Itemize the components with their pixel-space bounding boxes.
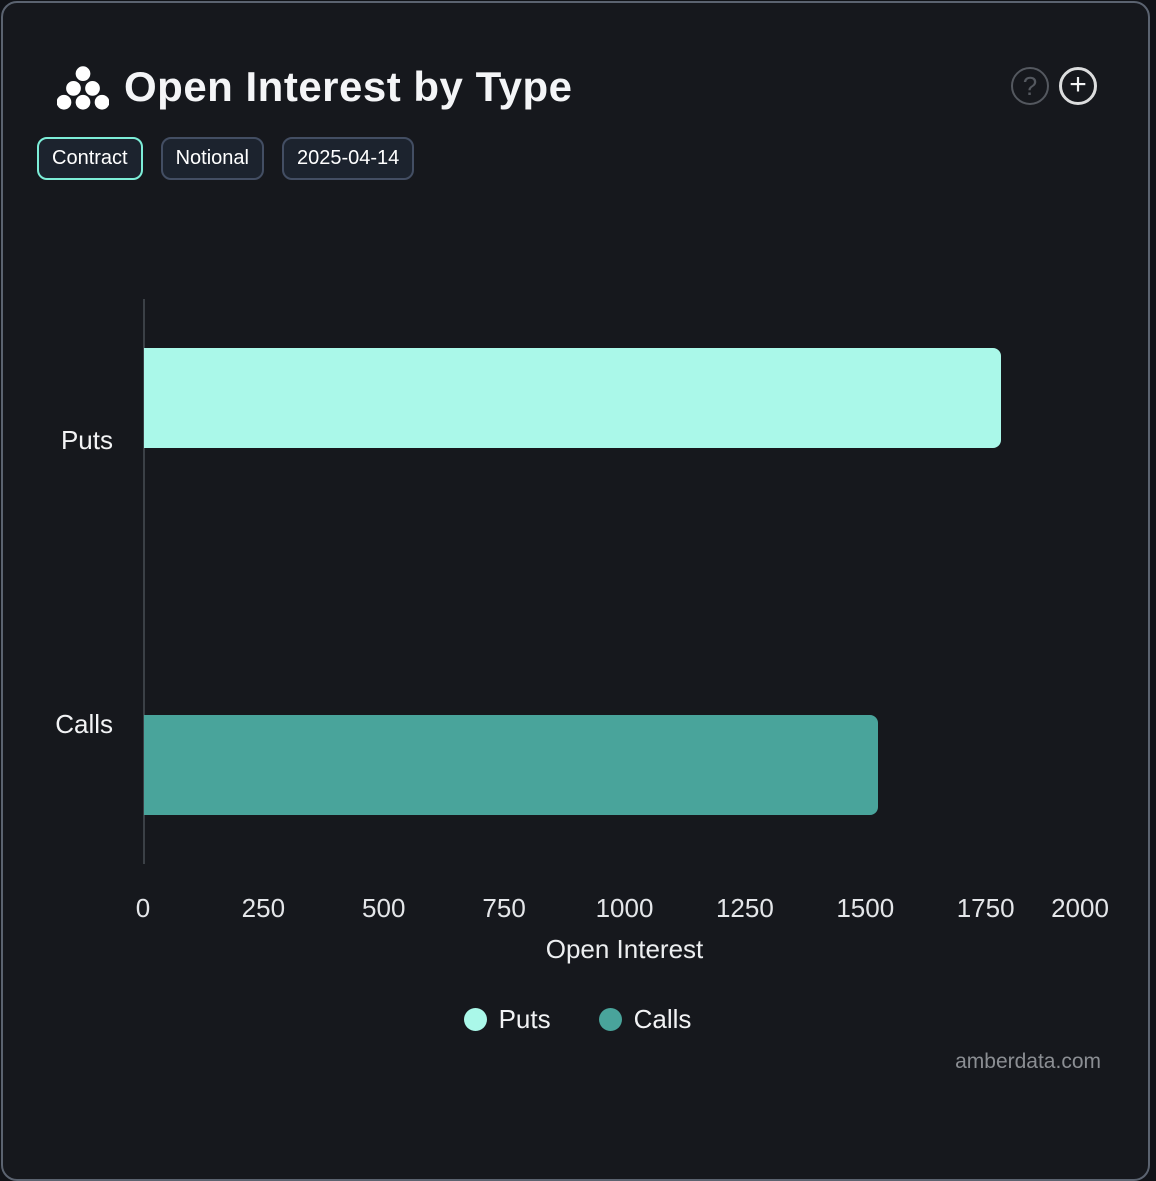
page-title: Open Interest by Type (124, 63, 573, 110)
contract-toggle-button[interactable]: Contract (37, 137, 143, 180)
add-button[interactable]: + (1059, 67, 1097, 105)
legend-item-puts[interactable]: Puts (463, 1003, 551, 1035)
x-tick-label: 2000 (1051, 893, 1109, 923)
chart-legend: Puts Calls (3, 1003, 1152, 1035)
legend-label-calls: Calls (633, 1004, 692, 1034)
toolbar: Contract Notional 2025-04-14 (37, 137, 415, 180)
x-tick-label: 250 (241, 893, 286, 923)
legend-item-calls[interactable]: Calls (598, 1003, 692, 1035)
legend-dot-calls (598, 1007, 622, 1031)
watermark: amberdata.com (955, 1050, 1101, 1073)
amberdata-logo-icon (57, 66, 109, 110)
legend-dot-puts (463, 1007, 487, 1031)
x-tick-label: 500 (362, 893, 406, 923)
x-axis-ticks: 0 250 500 750 1000 1250 1500 1750 2000 (3, 893, 1148, 925)
question-mark-icon: ? (1022, 71, 1038, 101)
date-picker-button[interactable]: 2025-04-14 (281, 137, 415, 180)
x-tick-label: 1750 (956, 893, 1015, 923)
x-tick-label: 0 (135, 893, 151, 923)
category-label-puts: Puts (60, 425, 113, 455)
x-tick-label: 1000 (595, 893, 654, 923)
help-button[interactable]: ? (1011, 67, 1049, 105)
category-label-calls: Calls (55, 709, 113, 739)
x-axis-title: Open Interest (545, 934, 704, 964)
x-tick-label: 750 (482, 893, 526, 923)
legend-label-puts: Puts (498, 1004, 551, 1034)
bar-puts[interactable] (144, 348, 1002, 448)
x-tick-label: 1500 (836, 893, 895, 923)
bar-calls[interactable] (144, 715, 879, 815)
x-tick-label: 1250 (715, 893, 774, 923)
plus-icon: + (1069, 68, 1087, 101)
y-axis-line (143, 299, 145, 864)
notional-toggle-button[interactable]: Notional (160, 137, 264, 180)
